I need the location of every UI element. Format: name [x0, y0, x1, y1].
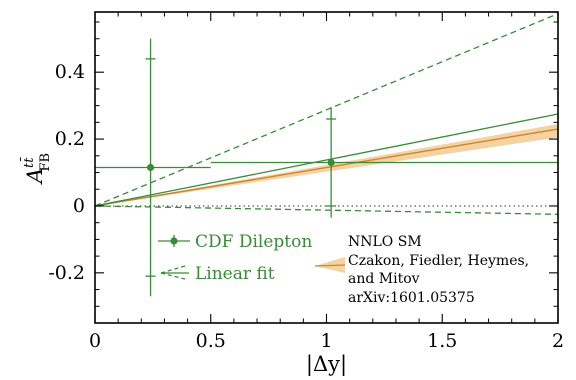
nnlo-band [95, 124, 558, 206]
x-tick-label: 1.5 [427, 330, 457, 352]
plot-area [95, 13, 558, 297]
legend-nnlo-text: and Mitov [348, 271, 420, 287]
cdf-point [210, 107, 558, 218]
fit-upper-line [95, 13, 558, 207]
cdf-marker [146, 163, 155, 172]
legend-cdf-label: CDF Dilepton [195, 232, 312, 252]
y-axis-title: Att̄FB [20, 153, 53, 185]
legend-item-fit: Linear fit [160, 264, 275, 284]
legend-cdf-marker [170, 237, 178, 245]
x-tick-label: 0 [89, 330, 101, 352]
fit-central-line [95, 113, 558, 207]
y-tick-label: -0.2 [48, 262, 85, 284]
y-axis-title-main: A [23, 168, 47, 185]
legend-nnlo-text: arXiv:1601.05375 [348, 290, 475, 306]
y-axis-title-sup: tt̄ [20, 156, 37, 168]
legend-nnlo-central [314, 264, 346, 267]
legend-fit-label: Linear fit [195, 264, 275, 284]
fit-lower-line [95, 205, 558, 215]
legend: CDF Dilepton Linear fit NNLO SM Czakon, Fie… [158, 232, 529, 306]
y-tick-label: 0 [73, 195, 85, 217]
x-axis-title: |Δy| [306, 352, 347, 377]
cdf-marker [327, 158, 335, 167]
x-tick-label: 2 [552, 330, 564, 352]
legend-fit-lower [160, 272, 186, 280]
nnlo-central-line [95, 128, 558, 207]
y-tick-label: 0.4 [55, 61, 85, 83]
y-tick-label: 0.2 [55, 128, 85, 150]
axes: 0 0.5 1 1.5 2 -0.2 0 0.2 0.4 |Δy| Att̄FB [20, 11, 564, 377]
x-tick-label: 1 [320, 330, 332, 352]
cdf-point [95, 38, 211, 297]
y-axis-title-sub: FB [38, 153, 53, 172]
legend-nnlo-text: Czakon, Fiedler, Heymes, [348, 253, 529, 269]
legend-item-nnlo: NNLO SM Czakon, Fiedler, Heymes, and Mitov… [314, 234, 529, 306]
x-tick-label: 0.5 [196, 330, 226, 352]
legend-fit-upper [160, 265, 186, 274]
legend-nnlo-text: NNLO SM [348, 234, 422, 250]
legend-item-cdf: CDF Dilepton [158, 232, 312, 252]
